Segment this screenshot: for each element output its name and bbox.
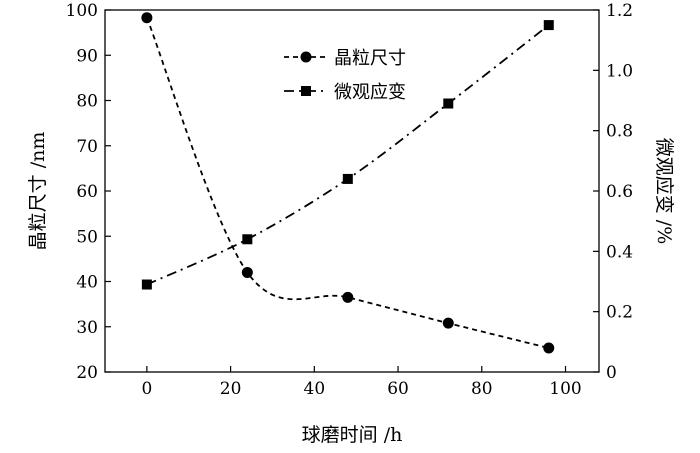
y-left-tick-label-4: 60 <box>76 182 98 202</box>
series-0-point-2 <box>342 291 354 303</box>
y-right-tick-label-3: 0.6 <box>606 182 633 202</box>
y-left-tick-label-8: 100 <box>66 1 98 21</box>
y-left-tick-label-0: 20 <box>76 363 98 383</box>
series-1-point-3 <box>443 98 454 109</box>
legend-marker-1 <box>301 86 311 96</box>
series-layer <box>141 12 555 354</box>
series-1-point-0 <box>141 279 152 290</box>
x-tick-label-1: 20 <box>220 379 242 399</box>
x-tick-label-5: 100 <box>549 379 581 399</box>
y-right-tick-label-6: 1.2 <box>606 1 633 21</box>
y-axis-title-left: 晶粒尺寸 /nm <box>27 132 49 251</box>
series-1-point-4 <box>543 20 554 31</box>
y-right-tick-label-1: 0.2 <box>606 303 633 323</box>
x-tick-label-3: 60 <box>387 379 409 399</box>
y-axis-title-right: 微观应变 /% <box>653 138 675 245</box>
series-line-0 <box>146 17 549 349</box>
series-1-point-1 <box>242 234 253 245</box>
series-0-point-3 <box>442 317 454 329</box>
y-left-tick-label-6: 80 <box>76 92 98 112</box>
ticks: 0 20 40 60 80 100 20 30 40 50 60 70 80 90 100 0 0.2 0.4 0.… <box>66 1 634 399</box>
y-left-tick-label-1: 30 <box>76 318 98 338</box>
y-right-tick-label-0: 0 <box>606 363 617 383</box>
y-right-tick-label-5: 1.0 <box>606 61 633 81</box>
legend-label-0: 晶粒尺寸 <box>334 48 406 69</box>
series-0-point-1 <box>241 266 253 278</box>
x-tick-label-2: 40 <box>304 379 326 399</box>
series-1-point-2 <box>342 173 353 184</box>
y-left-tick-label-7: 90 <box>76 46 98 66</box>
legend-marker-0 <box>300 51 312 63</box>
y-left-tick-label-5: 70 <box>76 137 98 157</box>
y-left-tick-label-3: 50 <box>76 227 98 247</box>
y-right-tick-label-4: 0.8 <box>606 122 633 142</box>
x-tick-label-4: 80 <box>471 379 493 399</box>
x-tick-label-0: 0 <box>141 379 152 399</box>
series-0-point-0 <box>141 12 153 24</box>
y-left-tick-label-2: 40 <box>76 273 98 293</box>
x-axis-title: 球磨时间 /h <box>302 424 403 446</box>
series-0-point-4 <box>543 342 555 354</box>
legend-label-1: 微观应变 <box>334 82 406 103</box>
y-right-tick-label-2: 0.4 <box>606 242 633 262</box>
